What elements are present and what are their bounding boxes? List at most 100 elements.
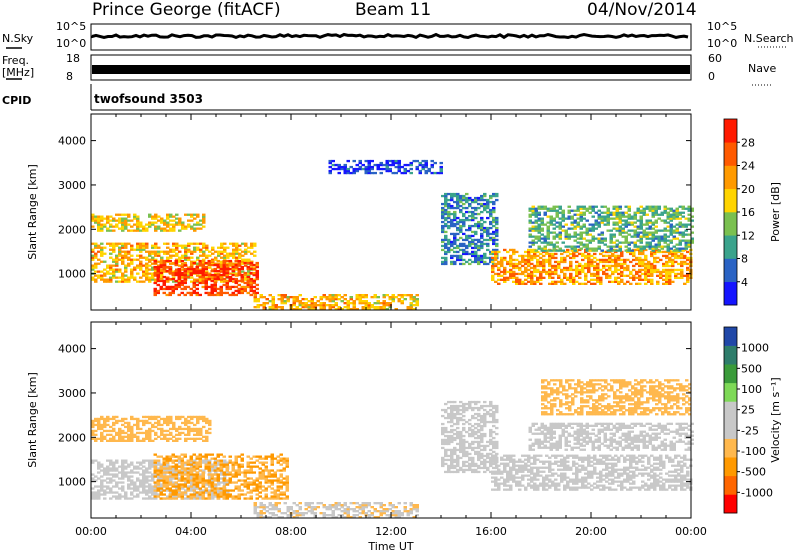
velocity-cell [249, 477, 253, 480]
power-cell [280, 308, 284, 311]
power-ytick-label: 4000 [58, 135, 86, 148]
power-cell [247, 272, 251, 275]
power-cell [540, 205, 544, 208]
velocity-cell [127, 471, 131, 474]
power-cell [578, 252, 582, 256]
power-cell [271, 302, 275, 305]
power-cell [609, 233, 613, 236]
power-cell [533, 266, 537, 270]
power-cell [650, 254, 654, 258]
power-cell [459, 220, 463, 224]
velocity-cell [115, 475, 119, 478]
power-cell [537, 227, 541, 230]
power-cell [207, 261, 211, 265]
power-cell [355, 308, 359, 311]
velocity-cell [171, 491, 175, 494]
nsky-tick-top: 10^5 [56, 20, 87, 33]
power-cell [552, 245, 556, 248]
velocity-cell [166, 489, 170, 492]
power-cell [456, 222, 460, 226]
power-cell [235, 252, 239, 255]
velocity-cell [183, 473, 187, 476]
power-cell [255, 291, 259, 295]
power-cell [618, 221, 622, 224]
power-cell [193, 229, 197, 232]
power-cell [644, 258, 648, 262]
power-cell [151, 217, 155, 220]
velocity-cell [222, 477, 226, 480]
power-cell [636, 231, 640, 234]
velocity-cell [106, 433, 110, 436]
power-cell [491, 274, 495, 277]
power-cell [240, 287, 244, 291]
power-cell [495, 242, 499, 246]
velocity-cell [112, 469, 116, 472]
power-cell [497, 282, 501, 285]
power-cell [343, 171, 347, 175]
velocity-cell [213, 479, 217, 482]
velocity-cell [118, 477, 122, 480]
velocity-cell [192, 453, 196, 456]
velocity-cell [151, 461, 155, 464]
velocity-cell [240, 483, 244, 486]
power-cell [157, 225, 161, 228]
power-cell [382, 300, 386, 303]
power-cell [151, 252, 155, 255]
power-cell [690, 225, 694, 228]
power-cell [600, 249, 604, 252]
power-cell [241, 270, 245, 273]
velocity-cell [154, 491, 158, 494]
power-cell [570, 249, 574, 252]
velocity-cell [201, 475, 205, 478]
power-cell [142, 229, 146, 232]
velocity-cell [204, 487, 208, 490]
power-cell [97, 219, 101, 222]
power-cell [109, 256, 113, 259]
power-cell [480, 198, 484, 202]
velocity-cell [127, 479, 131, 482]
power-cell [534, 207, 538, 210]
power-cell [151, 250, 155, 253]
power-cell [611, 260, 615, 264]
power-cell [376, 300, 380, 303]
power-cell [331, 306, 335, 309]
power-cell [172, 254, 176, 257]
power-cell [271, 298, 275, 301]
power-cell [675, 209, 679, 212]
power-cell [174, 287, 178, 291]
power-cell [175, 254, 179, 257]
velocity-cell [162, 457, 166, 460]
velocity-cell [103, 419, 107, 423]
velocity-cell [145, 431, 149, 435]
power-cell [145, 268, 149, 271]
power-cell [106, 266, 110, 269]
power-cell [521, 272, 525, 276]
velocity-cell [295, 504, 299, 507]
velocity-cell [171, 497, 175, 500]
power-cell [635, 262, 639, 266]
power-cell [447, 226, 451, 230]
power-cell [253, 242, 257, 245]
power-cell [674, 274, 678, 277]
velocity-cell [175, 495, 179, 498]
power-cell [495, 248, 499, 252]
power-cell [536, 280, 540, 283]
power-cell [292, 302, 296, 305]
power-cell [244, 278, 248, 281]
power-cell [480, 218, 484, 222]
power-cell [243, 289, 247, 293]
power-cell [447, 246, 451, 250]
power-cell [677, 268, 681, 272]
power-cell [210, 275, 214, 279]
velocity-cell [210, 485, 214, 488]
velocity-cell [166, 417, 170, 421]
power-cell [602, 266, 606, 270]
power-cell [671, 252, 675, 256]
power-cell [168, 269, 172, 273]
power-cell [193, 250, 197, 253]
power-cell [669, 217, 673, 220]
power-cell [331, 159, 335, 163]
power-cell [397, 159, 401, 163]
velocity-cell [265, 510, 269, 513]
power-cell [234, 285, 238, 289]
